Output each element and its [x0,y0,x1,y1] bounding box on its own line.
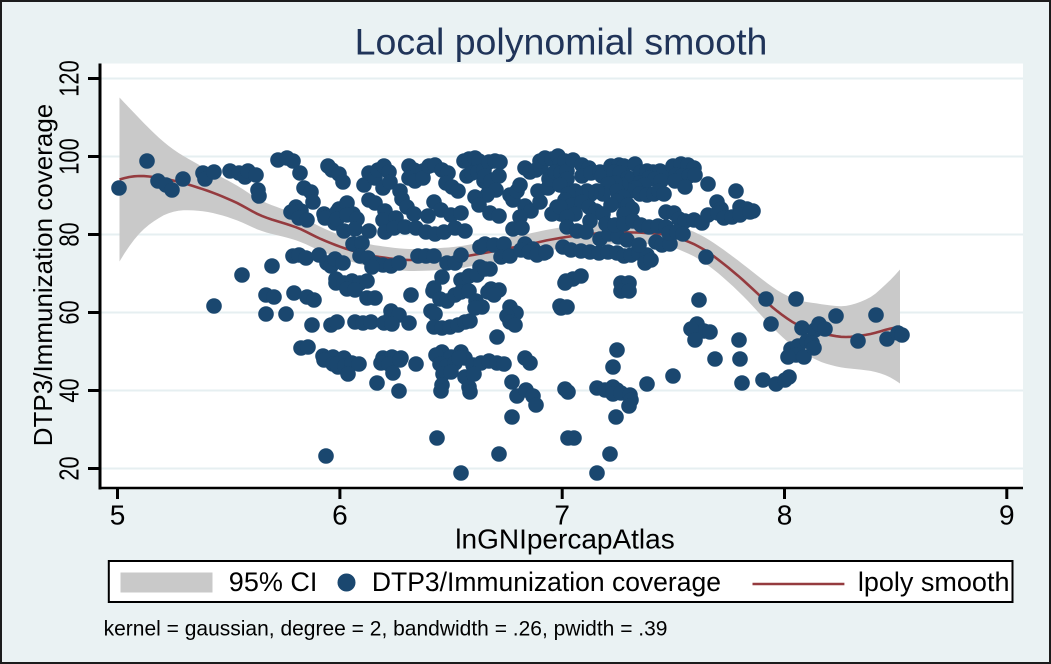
svg-text:6: 6 [332,500,348,531]
svg-text:100: 100 [54,138,85,174]
svg-text:7: 7 [554,500,570,531]
svg-text:5: 5 [110,500,126,531]
svg-text:lnGNIpercapAtlas: lnGNIpercapAtlas [455,524,674,555]
svg-text:Local polynomial smooth: Local polynomial smooth [355,21,768,63]
svg-text:DTP3/Immunization coverage: DTP3/Immunization coverage [372,567,721,597]
svg-text:80: 80 [54,222,85,246]
svg-text:40: 40 [54,378,85,402]
svg-text:lpoly smooth: lpoly smooth [858,567,1010,597]
svg-text:DTP3/Immunization coverage: DTP3/Immunization coverage [28,104,58,446]
svg-text:kernel = gaussian, degree = 2,: kernel = gaussian, degree = 2, bandwidth… [104,618,668,641]
svg-text:120: 120 [54,60,85,96]
svg-text:60: 60 [54,300,85,324]
svg-text:20: 20 [54,456,85,480]
svg-text:8: 8 [777,500,793,531]
svg-text:95% CI: 95% CI [229,567,318,597]
svg-text:9: 9 [999,500,1015,531]
